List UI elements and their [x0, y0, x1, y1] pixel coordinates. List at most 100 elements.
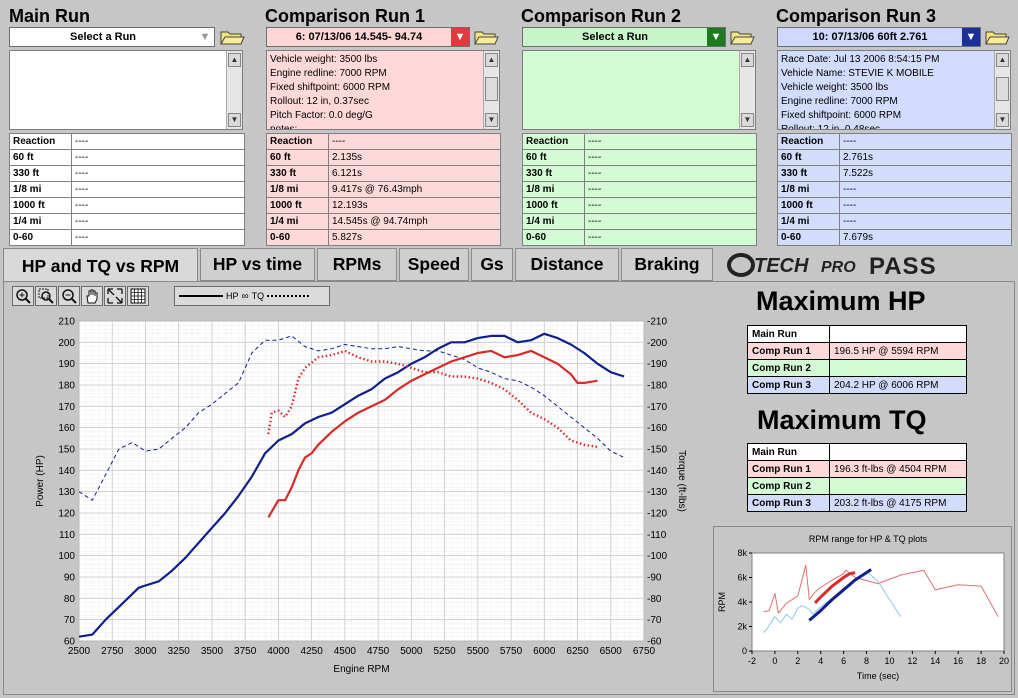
stats-value: ----: [839, 181, 1012, 198]
info-scrollbar[interactable]: ▲ ▼: [226, 51, 242, 129]
run-title: Main Run: [9, 6, 90, 26]
run-select[interactable]: Select a Run ▼: [522, 27, 726, 47]
stats-label: 330 ft: [522, 165, 585, 182]
x-tick-label: 3500: [201, 646, 224, 657]
max-row: Main Run: [747, 443, 967, 461]
scroll-thumb[interactable]: [485, 77, 498, 101]
pan-hand-icon[interactable]: [81, 286, 103, 306]
scroll-down-icon[interactable]: ▼: [996, 113, 1009, 127]
stats-value: ----: [584, 229, 757, 246]
run-select[interactable]: 10: 07/13/06 60ft 2.761 ▼: [777, 27, 981, 47]
zoom-box-icon[interactable]: [35, 286, 57, 306]
info-scrollbar[interactable]: ▲ ▼: [739, 51, 755, 129]
scroll-thumb[interactable]: [996, 77, 1009, 101]
y2-axis-label: Torque (ft-lbs): [676, 450, 687, 512]
graph-toolbar: [12, 286, 149, 306]
tab-speed[interactable]: Speed: [399, 248, 469, 281]
stats-label: 1/4 mi: [266, 213, 329, 230]
stats-value: ----: [71, 181, 245, 198]
x-tick-label: 4000: [267, 646, 290, 657]
y2-tick-label: -200: [647, 338, 667, 349]
logo-product: PASS: [869, 253, 937, 280]
stats-label: 1/8 mi: [777, 181, 840, 198]
stats-label: 60 ft: [266, 149, 329, 166]
open-folder-icon[interactable]: [219, 27, 245, 47]
max-row: Comp Run 2: [747, 359, 967, 377]
scroll-down-icon[interactable]: ▼: [741, 113, 754, 127]
run-info-box[interactable]: ▲ ▼: [9, 50, 243, 130]
stats-label: 1/4 mi: [777, 213, 840, 230]
y2-tick-label: -130: [647, 487, 667, 498]
chevron-down-icon[interactable]: ▼: [962, 28, 980, 46]
stats-row: 1000 ft ----: [522, 197, 757, 214]
y-tick-label: 140: [58, 466, 75, 477]
open-folder-icon[interactable]: [473, 27, 499, 47]
stats-label: 1/4 mi: [9, 213, 72, 230]
stats-row: 60 ft ----: [9, 149, 245, 166]
grid-icon[interactable]: [127, 286, 149, 306]
logo-brand-suffix: PRO: [821, 259, 856, 276]
run-info-box[interactable]: Race Date: Jul 13 2006 8:54:15 PM Vehicle…: [777, 50, 1011, 130]
max-row-value: [829, 359, 967, 377]
stats-label: 1000 ft: [777, 197, 840, 214]
tab-bar: Braking Distance Gs Speed RPMs HP vs time HP a…: [3, 248, 1015, 283]
tab-hp-vs-time[interactable]: HP vs time: [200, 248, 315, 281]
max-row-value: 204.2 HP @ 6006 RPM: [829, 376, 967, 394]
y-tick-label: 0: [742, 646, 747, 656]
tab-braking[interactable]: Braking: [621, 248, 713, 281]
hp-tq-chart[interactable]: 2500 2750 3000 3250 3500 3750 4000 4250 4500 4750…: [9, 304, 714, 696]
stats-row: 0-60 ----: [9, 229, 245, 246]
tab-rpms[interactable]: RPMs: [317, 248, 397, 281]
y2-tick-label: -110: [647, 530, 667, 541]
logo-brand: TECH: [754, 255, 809, 277]
scroll-up-icon[interactable]: ▲: [228, 53, 241, 67]
tab-distance[interactable]: Distance: [515, 248, 619, 281]
tab-hp-and-tq-vs-rpm[interactable]: HP and TQ vs RPM: [3, 248, 198, 283]
stats-row: 1/8 mi ----: [522, 181, 757, 198]
run-select[interactable]: Select a Run ▼: [9, 27, 215, 47]
info-scrollbar[interactable]: ▲ ▼: [994, 51, 1010, 129]
y2-tick-label: -150: [647, 445, 667, 456]
y2-tick-label: -170: [647, 402, 667, 413]
chevron-down-icon[interactable]: ▼: [451, 28, 469, 46]
y-tick-label: 90: [64, 573, 76, 584]
zoom-in-icon[interactable]: [12, 286, 34, 306]
stats-value: ----: [839, 133, 1012, 150]
y2-tick-label: -100: [647, 551, 667, 562]
y-tick-label: 200: [58, 338, 75, 349]
scroll-down-icon[interactable]: ▼: [228, 113, 241, 127]
scroll-down-icon[interactable]: ▼: [485, 113, 498, 127]
zoom-out-icon[interactable]: [58, 286, 80, 306]
chevron-down-icon[interactable]: ▼: [196, 28, 214, 46]
x-tick-label: 6: [841, 656, 846, 666]
info-scrollbar[interactable]: ▲ ▼: [483, 51, 499, 129]
max-row: Main Run: [747, 325, 967, 343]
run-info-box[interactable]: Vehicle weight: 3500 lbs Engine redline: …: [266, 50, 500, 130]
scroll-up-icon[interactable]: ▲: [996, 53, 1009, 67]
y2-tick-label: -180: [647, 381, 667, 392]
stats-label: 60 ft: [522, 149, 585, 166]
x-tick-label: 5000: [400, 646, 423, 657]
max-row-value: 196.5 HP @ 5594 RPM: [829, 342, 967, 360]
stats-row: 0-60 5.827s: [266, 229, 501, 246]
y-tick-label: 60: [64, 637, 76, 648]
zoom-fit-icon[interactable]: [104, 286, 126, 306]
scroll-up-icon[interactable]: ▲: [485, 53, 498, 67]
tab-gs[interactable]: Gs: [471, 248, 513, 281]
plot-legend[interactable]: HP ∞ TQ: [174, 286, 330, 306]
run-info-box[interactable]: ▲ ▼: [522, 50, 756, 130]
stats-row: 1/4 mi 14.545s @ 94.74mph: [266, 213, 501, 230]
run-select-value: Select a Run: [581, 31, 649, 43]
x-tick-label: 5250: [433, 646, 456, 657]
open-folder-icon[interactable]: [729, 27, 755, 47]
y-axis-label: Power (HP): [35, 455, 46, 507]
run-select[interactable]: 6: 07/13/06 14.545- 94.74 ▼: [266, 27, 470, 47]
rpm-range-chart[interactable]: RPM range for HP & TQ plots-2 0 2 4 6 8 10 12 14…: [714, 527, 1011, 691]
x-tick-label: 8: [864, 656, 869, 666]
open-folder-icon[interactable]: [984, 27, 1010, 47]
stats-row: 1000 ft ----: [9, 197, 245, 214]
chevron-down-icon[interactable]: ▼: [707, 28, 725, 46]
max-row-label: Main Run: [747, 443, 830, 461]
scroll-up-icon[interactable]: ▲: [741, 53, 754, 67]
run-info-line: Race Date: Jul 13 2006 8:54:15 PM: [781, 54, 940, 65]
